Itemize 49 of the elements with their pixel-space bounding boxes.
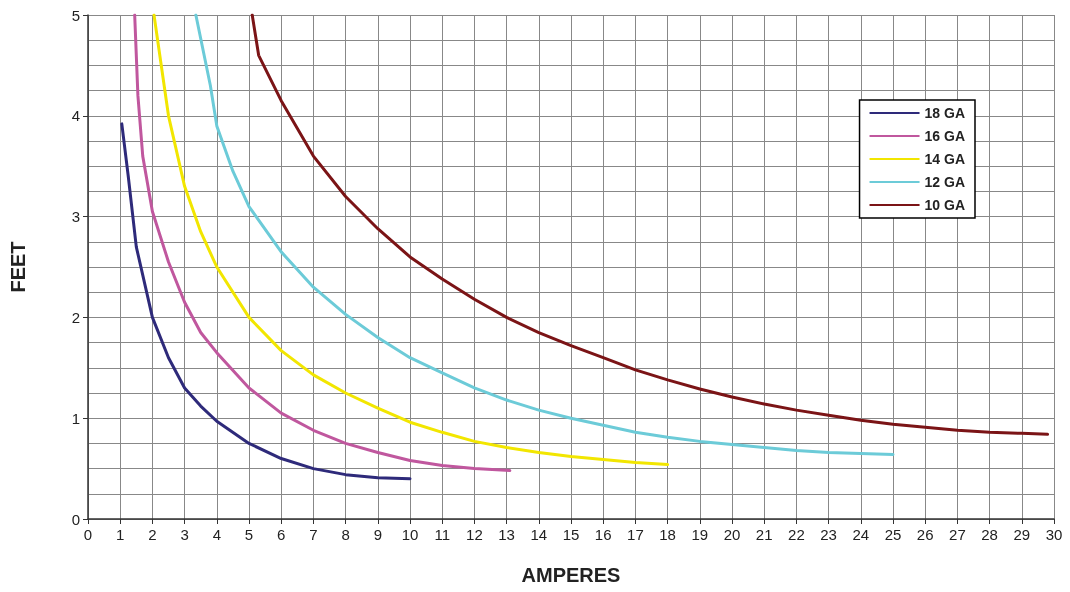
y-axis-title: FEET	[7, 241, 29, 293]
y-tick-label: 0	[71, 510, 80, 528]
y-tick-label: 5	[71, 6, 80, 24]
x-tick-label: 16	[594, 526, 612, 543]
x-tick-label: 0	[83, 526, 93, 543]
y-tick-label: 4	[71, 107, 80, 125]
x-tick-label: 30	[1045, 526, 1063, 543]
x-tick-label: 6	[277, 526, 286, 543]
x-tick-label: 23	[820, 526, 837, 543]
line-series	[120, 122, 412, 481]
x-tick-label: 14	[530, 526, 548, 543]
x-tick-label: 1	[116, 526, 125, 543]
x-tick-label: 10	[401, 526, 419, 543]
x-tick-label: 11	[434, 526, 450, 543]
x-tick-label: 2	[148, 526, 157, 543]
x-tick-label: 5	[244, 526, 254, 543]
x-tick-label: 21	[755, 526, 773, 543]
x-tick-label: 17	[627, 526, 644, 543]
line-series	[250, 13, 1050, 436]
line-series	[152, 13, 670, 467]
line-series	[194, 13, 895, 456]
legend-label: 18 GA	[924, 105, 966, 121]
legend-label: 10 GA	[924, 197, 966, 213]
x-tick-label: 22	[788, 526, 805, 543]
x-tick-label: 12	[466, 526, 483, 543]
y-tick-label: 2	[71, 308, 80, 326]
legend-label: 12 GA	[924, 174, 966, 190]
x-tick-label: 18	[659, 526, 676, 543]
x-tick-label: 7	[309, 526, 318, 543]
x-tick-label: 9	[373, 526, 382, 543]
x-tick-label: 25	[884, 526, 902, 543]
line-series	[133, 13, 512, 473]
x-tick-label: 13	[498, 526, 515, 543]
x-tick-label: 24	[852, 526, 870, 543]
x-tick-label: 4	[212, 526, 221, 543]
legend-label: 14 GA	[924, 151, 966, 167]
x-tick-label: 3	[180, 526, 189, 543]
y-tick-label: 1	[71, 409, 80, 427]
x-tick-label: 20	[723, 526, 741, 543]
x-tick-label: 15	[562, 526, 580, 543]
y-tick-label: 3	[71, 208, 80, 226]
legend-label: 16 GA	[924, 128, 966, 144]
x-axis-title: AMPERES	[521, 564, 621, 586]
x-tick-label: 26	[916, 526, 934, 543]
x-tick-label: 28	[981, 526, 998, 543]
x-tick-label: 19	[691, 526, 709, 543]
x-tick-label: 29	[1013, 526, 1031, 543]
x-tick-label: 27	[949, 526, 966, 543]
x-tick-label: 8	[341, 526, 350, 543]
